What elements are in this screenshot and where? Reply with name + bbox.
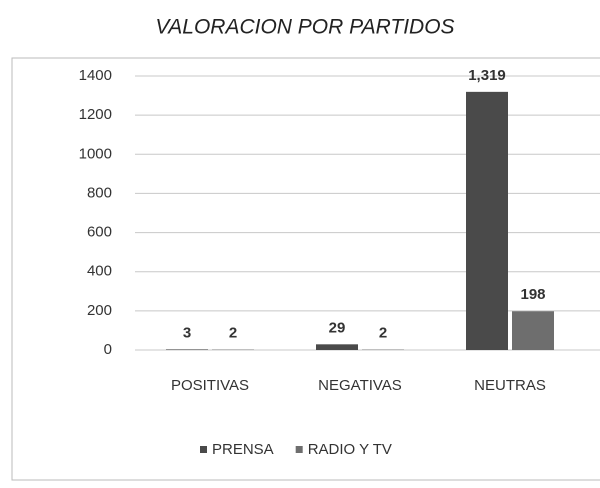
bar xyxy=(316,344,358,350)
x-tick-label: NEUTRAS xyxy=(474,377,546,394)
y-tick-label: 1200 xyxy=(79,106,112,123)
x-tick-label: NEGATIVAS xyxy=(318,377,402,394)
y-tick-label: 1400 xyxy=(79,67,112,84)
y-tick-label: 600 xyxy=(87,224,112,241)
legend-label: PRENSA xyxy=(212,441,274,458)
bar xyxy=(512,311,554,350)
data-label: 1,319 xyxy=(468,67,506,84)
bar xyxy=(466,91,508,351)
bar xyxy=(166,349,208,350)
data-label: 29 xyxy=(329,319,346,336)
data-label: 3 xyxy=(183,324,191,341)
y-tick-label: 800 xyxy=(87,184,112,201)
data-label: 2 xyxy=(229,325,237,342)
y-tick-label: 200 xyxy=(87,302,112,319)
y-tick-label: 0 xyxy=(104,341,112,358)
y-tick-label: 1000 xyxy=(79,145,112,162)
data-label: 198 xyxy=(520,286,545,303)
y-tick-label: 400 xyxy=(87,263,112,280)
legend-swatch xyxy=(200,446,207,453)
data-label: 2 xyxy=(379,325,387,342)
legend-label: RADIO Y TV xyxy=(308,441,392,458)
chart-title: VALORACION POR PARTIDOS xyxy=(155,16,454,39)
legend-swatch xyxy=(295,446,303,453)
x-tick-label: POSITIVAS xyxy=(171,377,249,394)
chart-frame xyxy=(11,57,600,481)
